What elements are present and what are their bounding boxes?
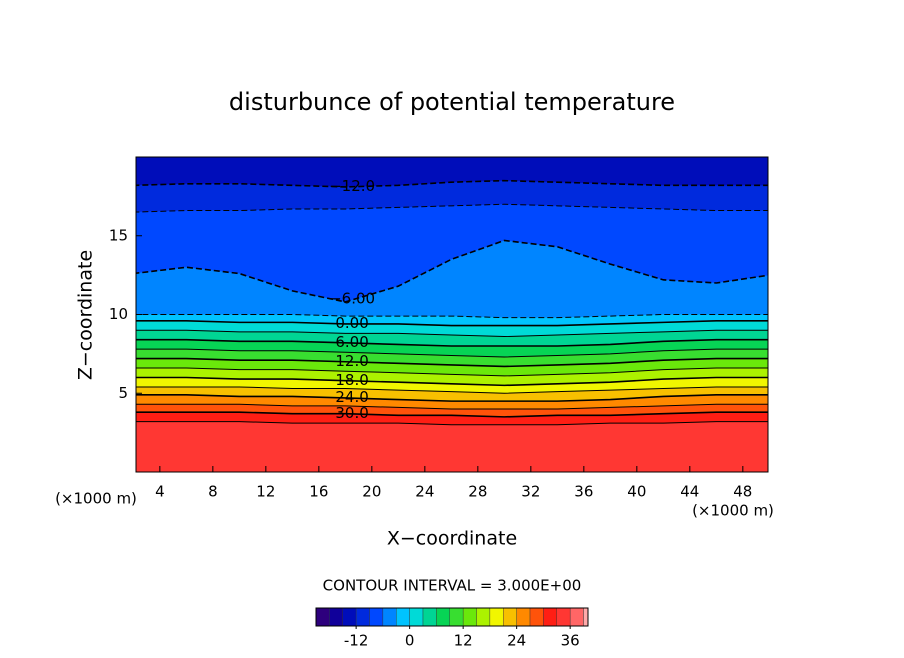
contour-interval: CONTOUR INTERVAL = 3.000E+00: [323, 577, 582, 595]
colorbar-cell: [583, 607, 589, 627]
chart-title: disturbunce of potential temperature: [229, 88, 675, 116]
contour-line: [136, 203, 768, 213]
colorbar-tick-label: 0: [405, 632, 415, 650]
contour-label: 30.0: [335, 404, 368, 422]
plot-area: [136, 157, 768, 472]
x-axis-title: X−coordinate: [387, 528, 517, 550]
colorbar-cell: [503, 607, 517, 627]
contour-line: [136, 386, 768, 394]
contour-line: [136, 348, 768, 358]
x-tick-label: 4: [155, 483, 165, 501]
colorbar-cell: [382, 607, 397, 627]
x-tick-label: 24: [415, 483, 434, 501]
x-tick-label: 16: [309, 483, 328, 501]
contour-label: 0.00: [335, 314, 368, 332]
colorbar-tick-label: 24: [507, 632, 526, 650]
contour-line: [136, 376, 768, 387]
y-tick-label: 5: [118, 384, 128, 402]
colorbar-cell: [476, 607, 491, 627]
colorbar-tick-label: 36: [561, 632, 580, 650]
contour-line: [136, 329, 768, 338]
contour-label: 18.0: [335, 371, 368, 389]
colorbar-cell: [569, 607, 584, 627]
contour-line: [136, 179, 768, 188]
contour-line: [136, 357, 768, 368]
contour-line: [136, 320, 768, 327]
contour-line: [136, 367, 768, 377]
colorbar-cell: [315, 607, 330, 627]
x-tick-label: 32: [521, 483, 540, 501]
colorbar-cell: [329, 607, 343, 627]
contour-line: [136, 421, 768, 426]
x-unit-label: (×1000 m): [692, 502, 774, 520]
y-tick-label: 15: [109, 226, 128, 244]
contour-label: 6.00: [335, 333, 368, 351]
x-tick-label: 40: [627, 483, 646, 501]
colorbar-cell: [409, 607, 424, 627]
contour-line: [136, 314, 768, 319]
colorbar-cell: [355, 607, 370, 627]
x-tick-label: 48: [733, 483, 752, 501]
contour-label: 24.0: [335, 388, 368, 406]
contour-fill: [136, 421, 768, 472]
contour-line: [136, 394, 768, 402]
contour-line: [136, 239, 768, 303]
colorbar-cell: [449, 607, 464, 627]
colorbar-cell: [529, 607, 544, 627]
colorbar-tick-label: 12: [454, 632, 473, 650]
x-tick-label: 8: [208, 483, 218, 501]
x-tick-label: 12: [256, 483, 275, 501]
x-tick-label: 44: [680, 483, 699, 501]
contour-label: −12.0: [329, 177, 375, 195]
colorbar-frame: [315, 607, 589, 627]
colorbar-cell: [396, 607, 410, 627]
contour-label: −6.00: [329, 290, 375, 308]
x-tick-label: 28: [468, 483, 487, 501]
contour-line: [136, 338, 768, 347]
y-tick-label: 10: [109, 305, 128, 323]
x-tick-label: 20: [362, 483, 381, 501]
contour-label: 12.0: [335, 352, 368, 370]
colorbar-cell: [436, 607, 450, 627]
x-tick-label: 36: [574, 483, 593, 501]
colorbar-cell: [489, 607, 504, 627]
colorbar-cell: [462, 607, 477, 627]
colorbar-cell: [516, 607, 531, 627]
colorbar-cell: [556, 607, 571, 627]
contour-line: [136, 403, 768, 410]
colorbar-cell: [342, 607, 357, 627]
contour-line: [136, 411, 768, 418]
colorbar-cell: [422, 607, 437, 627]
y-axis-title: Z−coordinate: [75, 250, 97, 380]
colorbar-tick-label: -12: [344, 632, 369, 650]
colorbar-cell: [369, 607, 384, 627]
colorbar-cell: [543, 607, 557, 627]
x-unit-label: (×1000 m): [55, 490, 137, 508]
